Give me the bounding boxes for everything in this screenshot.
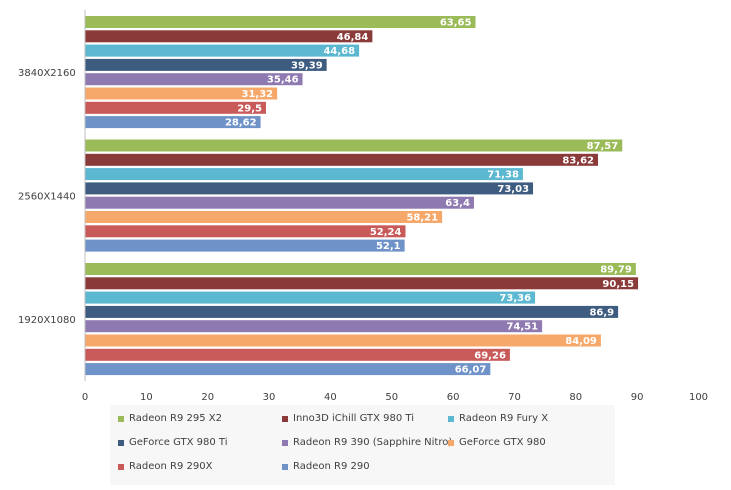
legend-swatch bbox=[282, 463, 288, 470]
data-label: 66,07 bbox=[455, 365, 487, 376]
category-label: 3840X2160 bbox=[18, 68, 76, 79]
category-label: 1920X1080 bbox=[18, 315, 76, 326]
data-label: 84,09 bbox=[565, 336, 597, 347]
legend-swatch bbox=[118, 415, 124, 422]
legend-label: Inno3D iChill GTX 980 Ti bbox=[293, 413, 414, 424]
data-label: 73,36 bbox=[499, 293, 531, 304]
bar bbox=[85, 87, 278, 100]
data-label: 46,84 bbox=[337, 32, 369, 43]
bar bbox=[85, 211, 443, 223]
bar bbox=[85, 44, 360, 57]
bar bbox=[85, 116, 261, 129]
data-label: 28,62 bbox=[225, 118, 257, 129]
legend: Radeon R9 295 X2 Inno3D iChill GTX 980 Ti… bbox=[110, 405, 615, 485]
x-tick-label: 60 bbox=[447, 392, 460, 403]
data-label: 29,5 bbox=[237, 103, 262, 114]
data-label: 39,39 bbox=[291, 60, 323, 71]
legend-label: Radeon R9 290 bbox=[293, 461, 370, 472]
data-label: 71,38 bbox=[487, 170, 519, 181]
bar bbox=[85, 30, 373, 43]
legend-item: Inno3D iChill GTX 980 Ti bbox=[282, 413, 414, 424]
data-label: 74,51 bbox=[506, 322, 538, 333]
legend-label: Radeon R9 Fury X bbox=[459, 413, 549, 424]
legend-item: Radeon R9 390 (Sapphire Nitro) bbox=[282, 437, 452, 448]
data-label: 31,32 bbox=[242, 89, 274, 100]
legend-item: Radeon R9 290 bbox=[282, 461, 370, 472]
bar bbox=[85, 168, 523, 181]
x-tick-label: 10 bbox=[140, 392, 153, 403]
data-label: 63,4 bbox=[445, 198, 470, 209]
bar bbox=[85, 239, 405, 252]
x-tick-label: 100 bbox=[689, 392, 708, 403]
axes-layer: 3840X2160 2560X1440 1920X1080 0 10 20 30 40 50 60… bbox=[18, 10, 708, 403]
legend-swatch bbox=[282, 439, 288, 446]
data-label: 58,21 bbox=[406, 213, 438, 224]
legend-swatch bbox=[448, 415, 454, 422]
legend-label: Radeon R9 390 (Sapphire Nitro) bbox=[293, 437, 453, 448]
x-tick-label: 0 bbox=[82, 392, 88, 403]
bar bbox=[85, 348, 510, 361]
legend-swatch bbox=[118, 439, 124, 446]
bar bbox=[85, 182, 534, 195]
bar bbox=[85, 291, 536, 304]
bar bbox=[85, 73, 303, 86]
data-label: 87,57 bbox=[587, 141, 619, 152]
data-label: 52,1 bbox=[376, 241, 401, 252]
legend-label: GeForce GTX 980 bbox=[459, 437, 546, 448]
bar bbox=[85, 196, 474, 209]
legend-item: GeForce GTX 980 bbox=[448, 437, 546, 448]
bar bbox=[85, 153, 599, 166]
bar bbox=[85, 101, 266, 114]
data-label: 90,15 bbox=[602, 279, 634, 290]
bar bbox=[85, 277, 639, 290]
bar bbox=[85, 320, 543, 333]
legend-label: Radeon R9 295 X2 bbox=[129, 413, 222, 424]
data-label: 35,46 bbox=[267, 75, 299, 86]
data-label: 83,62 bbox=[562, 155, 594, 166]
x-tick-label: 50 bbox=[385, 392, 398, 403]
legend-item: Radeon R9 295 X2 bbox=[118, 413, 222, 424]
data-label: 69,26 bbox=[474, 350, 506, 361]
legend-swatch bbox=[282, 415, 288, 422]
bar bbox=[85, 16, 476, 28]
bar bbox=[85, 334, 601, 347]
data-label: 44,68 bbox=[323, 46, 355, 57]
bar bbox=[85, 225, 406, 238]
legend-swatch bbox=[448, 439, 454, 446]
legend-swatch bbox=[118, 463, 124, 470]
bar bbox=[85, 363, 491, 376]
legend-label: GeForce GTX 980 Ti bbox=[129, 437, 228, 448]
category-label: 2560X1440 bbox=[18, 192, 76, 203]
x-tick-label: 90 bbox=[631, 392, 644, 403]
data-label: 86,9 bbox=[589, 307, 614, 318]
bar bbox=[85, 305, 619, 318]
x-tick-label: 70 bbox=[508, 392, 521, 403]
x-tick-label: 80 bbox=[569, 392, 582, 403]
bar bbox=[85, 139, 623, 152]
x-tick-label: 40 bbox=[324, 392, 337, 403]
legend-item: Radeon R9 290X bbox=[118, 461, 212, 472]
data-label: 73,03 bbox=[497, 184, 529, 195]
legend-item: Radeon R9 Fury X bbox=[448, 413, 548, 424]
data-label: 52,24 bbox=[370, 227, 402, 238]
x-tick-label: 30 bbox=[263, 392, 276, 403]
x-tick-label: 20 bbox=[201, 392, 214, 403]
legend-label: Radeon R9 290X bbox=[129, 461, 213, 472]
data-label: 63,65 bbox=[440, 18, 472, 29]
data-label: 89,79 bbox=[600, 265, 632, 276]
legend-item: GeForce GTX 980 Ti bbox=[118, 437, 228, 448]
bar bbox=[85, 58, 327, 71]
bar bbox=[85, 263, 636, 275]
